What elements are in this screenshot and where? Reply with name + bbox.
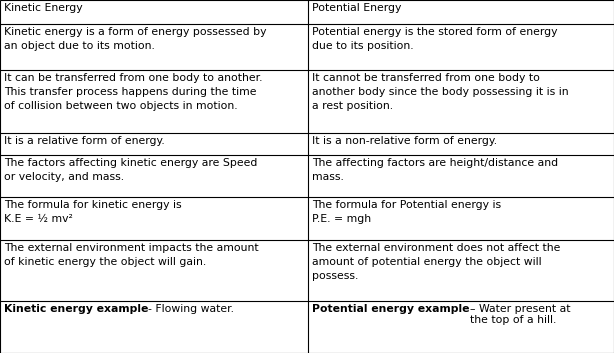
Text: Potential Energy: Potential Energy <box>313 3 402 13</box>
Text: It is a relative form of energy.: It is a relative form of energy. <box>4 136 165 146</box>
Text: It cannot be transferred from one body to
another body since the body possessing: It cannot be transferred from one body t… <box>313 73 569 111</box>
Text: The external environment does not affect the
amount of potential energy the obje: The external environment does not affect… <box>313 244 561 281</box>
Text: Potential energy example: Potential energy example <box>313 304 470 313</box>
Text: Kinetic energy example: Kinetic energy example <box>4 304 149 313</box>
Text: – Water present at
the top of a hill.: – Water present at the top of a hill. <box>470 304 570 325</box>
Text: The factors affecting kinetic energy are Speed
or velocity, and mass.: The factors affecting kinetic energy are… <box>4 158 257 182</box>
Text: The affecting factors are height/distance and
mass.: The affecting factors are height/distanc… <box>313 158 558 182</box>
Text: Potential energy is the stored form of energy
due to its position.: Potential energy is the stored form of e… <box>313 27 558 51</box>
Text: - Flowing water.: - Flowing water. <box>149 304 235 313</box>
Text: Kinetic energy is a form of energy possessed by
an object due to its motion.: Kinetic energy is a form of energy posse… <box>4 27 266 51</box>
Text: Kinetic Energy: Kinetic Energy <box>4 3 83 13</box>
Text: The formula for kinetic energy is
K.E = ½ mv²: The formula for kinetic energy is K.E = … <box>4 200 182 224</box>
Text: It is a non-relative form of energy.: It is a non-relative form of energy. <box>313 136 497 146</box>
Text: The external environment impacts the amount
of kinetic energy the object will ga: The external environment impacts the amo… <box>4 244 258 268</box>
Text: The formula for Potential energy is
P.E. = mgh: The formula for Potential energy is P.E.… <box>313 200 502 224</box>
Text: It can be transferred from one body to another.
This transfer process happens du: It can be transferred from one body to a… <box>4 73 263 111</box>
